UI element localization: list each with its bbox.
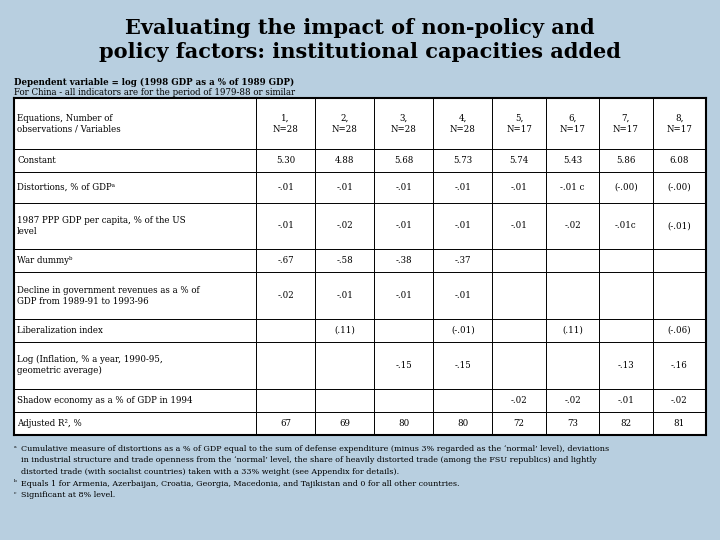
Text: (-.00): (-.00): [667, 183, 691, 192]
Text: policy factors: institutional capacities added: policy factors: institutional capacities…: [99, 42, 621, 62]
Text: 7,
N=17: 7, N=17: [613, 113, 639, 133]
Text: War dummyᵇ: War dummyᵇ: [17, 256, 73, 265]
Text: (-.01): (-.01): [451, 326, 474, 335]
Text: -.16: -.16: [671, 361, 688, 370]
Text: -.02: -.02: [277, 291, 294, 300]
Text: -.01 c: -.01 c: [560, 183, 585, 192]
Text: -.67: -.67: [277, 256, 294, 265]
Text: -.15: -.15: [395, 361, 412, 370]
Text: -.58: -.58: [336, 256, 353, 265]
Text: -.02: -.02: [336, 221, 353, 231]
Text: (.11): (.11): [334, 326, 355, 335]
Text: (.11): (.11): [562, 326, 583, 335]
Text: -.38: -.38: [395, 256, 412, 265]
Text: ᶜ: ᶜ: [14, 491, 17, 499]
Text: in industrial structure and trade openness from the ‘normal’ level, the share of: in industrial structure and trade openne…: [21, 456, 597, 464]
Text: -.01: -.01: [395, 291, 413, 300]
Text: 5,
N=17: 5, N=17: [506, 113, 532, 133]
Text: 4,
N=28: 4, N=28: [450, 113, 476, 133]
Text: 6.08: 6.08: [670, 156, 689, 165]
Text: -.01: -.01: [336, 183, 353, 192]
Text: (-.00): (-.00): [614, 183, 638, 192]
Text: -.01: -.01: [277, 183, 294, 192]
Text: 5.86: 5.86: [616, 156, 636, 165]
Text: Decline in government revenues as a % of
GDP from 1989-91 to 1993-96: Decline in government revenues as a % of…: [17, 286, 199, 306]
Text: -.01: -.01: [510, 183, 528, 192]
Text: -.01: -.01: [454, 183, 472, 192]
Text: -.01c: -.01c: [615, 221, 636, 231]
Text: -.01: -.01: [395, 221, 413, 231]
Text: For China - all indicators are for the period of 1979-88 or similar: For China - all indicators are for the p…: [14, 88, 295, 97]
Text: -.13: -.13: [618, 361, 634, 370]
Text: -.01: -.01: [510, 221, 528, 231]
Text: 4.88: 4.88: [335, 156, 354, 165]
Text: 5.30: 5.30: [276, 156, 295, 165]
Text: 1,
N=28: 1, N=28: [273, 113, 299, 133]
Text: (-.01): (-.01): [667, 221, 691, 231]
Text: 82: 82: [621, 419, 631, 428]
Text: -.37: -.37: [454, 256, 471, 265]
Text: -.02: -.02: [510, 396, 528, 404]
Text: -.01: -.01: [277, 221, 294, 231]
Text: 5.74: 5.74: [510, 156, 528, 165]
Text: 5.68: 5.68: [394, 156, 413, 165]
Text: Evaluating the impact of non-policy and: Evaluating the impact of non-policy and: [125, 18, 595, 38]
Text: -.01: -.01: [454, 291, 472, 300]
Text: 81: 81: [674, 419, 685, 428]
Text: distorted trade (with socialist countries) taken with a 33% weight (see Appendix: distorted trade (with socialist countrie…: [21, 468, 399, 476]
Text: Cumulative measure of distortions as a % of GDP equal to the sum of defense expe: Cumulative measure of distortions as a %…: [21, 445, 609, 453]
Text: 5.43: 5.43: [563, 156, 582, 165]
Text: 8,
N=17: 8, N=17: [667, 113, 692, 133]
Text: -.15: -.15: [454, 361, 472, 370]
Text: -.02: -.02: [564, 221, 581, 231]
Text: 6,
N=17: 6, N=17: [559, 113, 585, 133]
Text: Equals 1 for Armenia, Azerbaijan, Croatia, Georgia, Macedonia, and Tajikistan an: Equals 1 for Armenia, Azerbaijan, Croati…: [21, 480, 459, 488]
Text: 80: 80: [398, 419, 410, 428]
Text: 69: 69: [339, 419, 350, 428]
Text: Significant at 8% level.: Significant at 8% level.: [21, 491, 115, 499]
Text: (-.06): (-.06): [667, 326, 691, 335]
Text: 1987 PPP GDP per capita, % of the US
level: 1987 PPP GDP per capita, % of the US lev…: [17, 216, 186, 236]
Text: -.02: -.02: [671, 396, 688, 404]
Text: -.01: -.01: [618, 396, 634, 404]
Text: Constant: Constant: [17, 156, 55, 165]
Text: Log (Inflation, % a year, 1990-95,
geometric average): Log (Inflation, % a year, 1990-95, geome…: [17, 355, 163, 375]
Text: 80: 80: [457, 419, 469, 428]
Text: 72: 72: [513, 419, 525, 428]
Text: 5.73: 5.73: [454, 156, 472, 165]
Text: Shadow economy as a % of GDP in 1994: Shadow economy as a % of GDP in 1994: [17, 396, 192, 404]
Text: 3,
N=28: 3, N=28: [391, 113, 417, 133]
Text: ᵃ: ᵃ: [14, 445, 17, 453]
Text: Distortions, % of GDPᵃ: Distortions, % of GDPᵃ: [17, 183, 115, 192]
Text: Adjusted R², %: Adjusted R², %: [17, 419, 82, 428]
Text: Equations, Number of
observations / Variables: Equations, Number of observations / Vari…: [17, 113, 121, 133]
Bar: [14, 98, 706, 435]
Text: -.01: -.01: [454, 221, 472, 231]
Text: 2,
N=28: 2, N=28: [332, 113, 358, 133]
Text: Liberalization index: Liberalization index: [17, 326, 103, 335]
Text: Dependent variable = log (1998 GDP as a % of 1989 GDP): Dependent variable = log (1998 GDP as a …: [14, 78, 294, 87]
Text: 73: 73: [567, 419, 578, 428]
Text: -.01: -.01: [395, 183, 413, 192]
Text: -.01: -.01: [336, 291, 353, 300]
Text: -.02: -.02: [564, 396, 581, 404]
Text: ᵇ: ᵇ: [14, 480, 17, 488]
Text: 67: 67: [280, 419, 291, 428]
